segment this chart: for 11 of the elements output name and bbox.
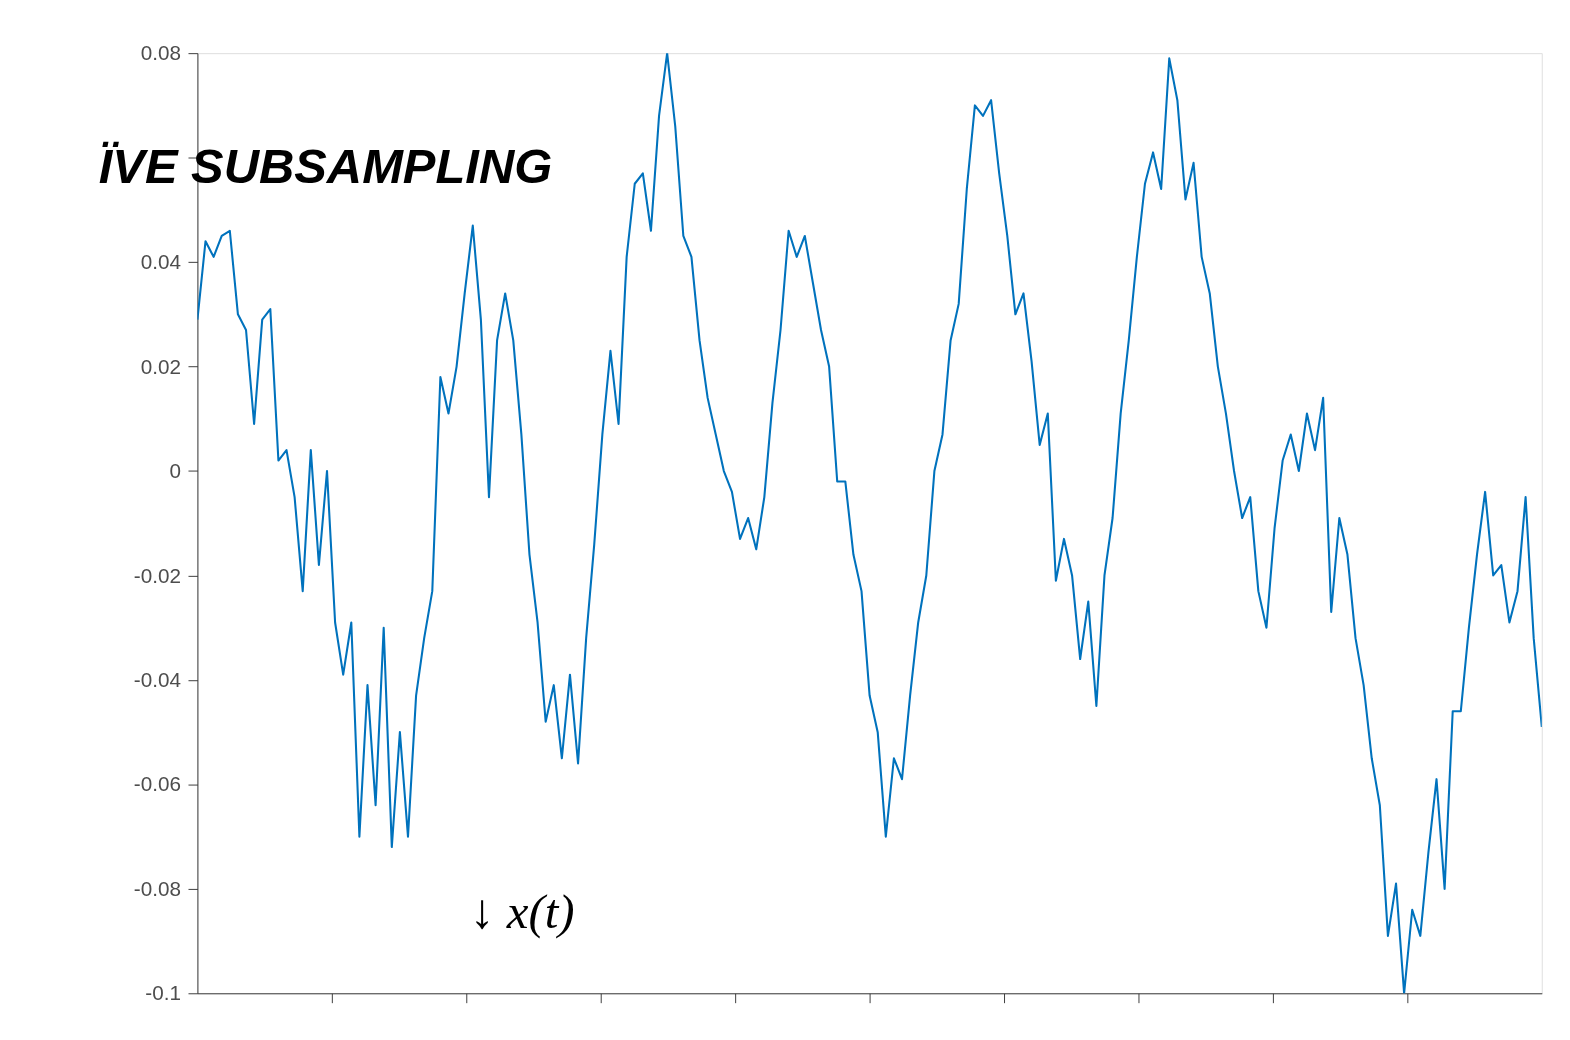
y-tick-label: -0.08 <box>133 876 181 900</box>
y-tick-label: -0.06 <box>133 772 181 796</box>
annotation: ÏVE SUBSAMPLING <box>98 138 553 193</box>
y-tick-label: 0.04 <box>140 250 181 274</box>
y-tick-label: 0 <box>169 459 181 483</box>
y-tick-label: -0.02 <box>133 563 181 587</box>
y-tick-label: 0.08 <box>140 41 181 65</box>
y-tick-label: 0.02 <box>140 354 181 378</box>
y-tick-label: -0.04 <box>133 667 181 691</box>
annotation: ↓ x(t) <box>470 884 575 940</box>
y-tick-label: -0.1 <box>145 981 181 1005</box>
